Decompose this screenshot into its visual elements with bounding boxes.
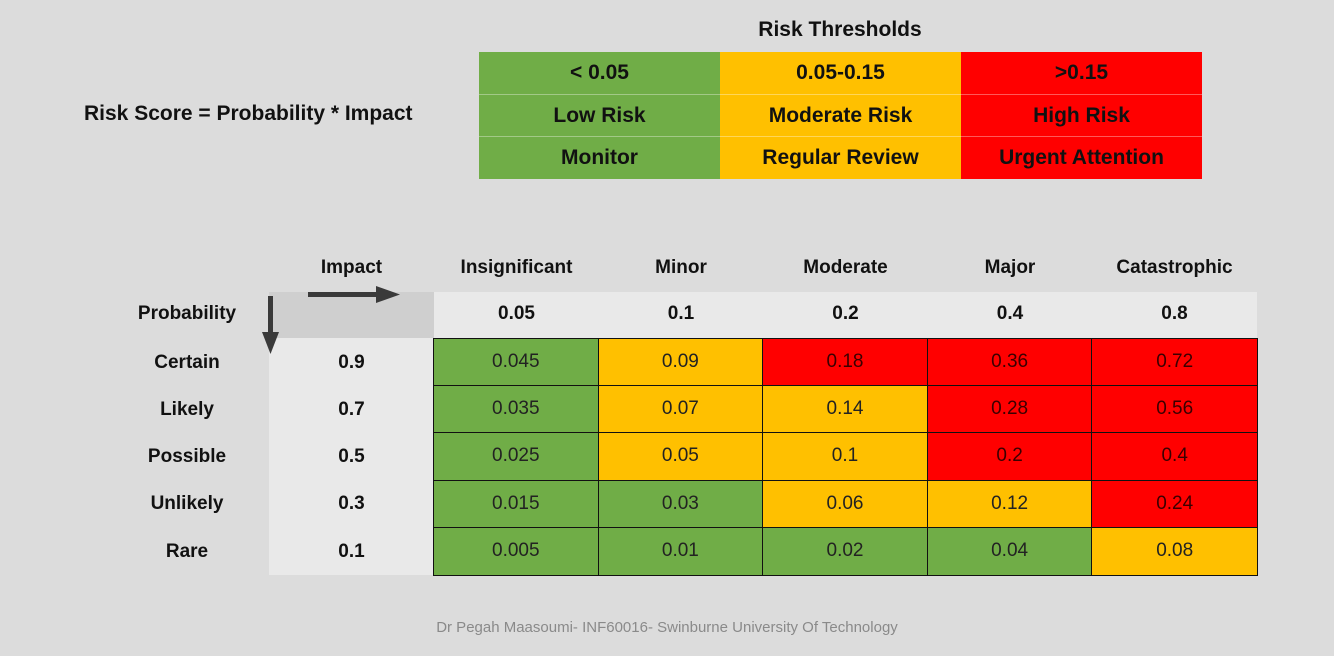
matrix-cell: 0.28 — [927, 386, 1093, 434]
impact-value-moderate: 0.2 — [832, 303, 859, 324]
impact-header-moderate: Moderate — [803, 257, 888, 278]
impact-header-major: Major — [984, 257, 1036, 278]
impact-value-insignificant: 0.05 — [498, 303, 535, 324]
matrix-cell: 0.005 — [434, 527, 599, 575]
impact-value-major: 0.4 — [996, 303, 1024, 324]
matrix-cell: 0.07 — [598, 386, 764, 434]
matrix-cell: 0.56 — [1092, 386, 1257, 434]
probability-axis-label: Probability — [137, 303, 237, 324]
matrix-cell: 0.05 — [598, 433, 764, 481]
matrix-cell: 0.06 — [763, 480, 928, 528]
matrix-cell: 0.36 — [927, 339, 1093, 387]
risk-matrix: 0.045 0.09 0.18 0.36 0.72 0.035 0.07 0.14 0.28 0.… — [433, 338, 1258, 576]
row-label-rare: Rare — [165, 540, 209, 562]
row-label-likely: Likely — [160, 398, 214, 420]
matrix-cell: 0.04 — [927, 527, 1093, 575]
threshold-low-range: < 0.05 — [479, 52, 720, 95]
matrix-cell: 0.4 — [1092, 433, 1257, 481]
matrix-cell: 0.02 — [763, 527, 928, 575]
matrix-cell: 0.09 — [598, 339, 764, 387]
impact-header-catastrophic: Catastrophic — [1116, 257, 1233, 278]
threshold-high-range: >0.15 — [961, 52, 1202, 95]
matrix-cell: 0.035 — [434, 386, 599, 434]
matrix-cell: 0.01 — [598, 527, 764, 575]
threshold-moderate-level: Moderate Risk — [720, 95, 961, 137]
matrix-cell: 0.025 — [434, 433, 599, 481]
threshold-low-action: Monitor — [479, 137, 720, 179]
probability-direction-arrow-icon — [262, 296, 279, 354]
impact-header-minor: Minor — [655, 257, 707, 278]
threshold-high-level: High Risk — [961, 95, 1202, 137]
matrix-cell: 0.2 — [927, 433, 1093, 481]
row-label-possible: Possible — [147, 445, 227, 467]
matrix-cell: 0.045 — [434, 339, 599, 387]
matrix-cell: 0.24 — [1092, 480, 1257, 528]
row-prob-likely: 0.7 — [338, 398, 365, 420]
footer-credit: Dr Pegah Maasoumi- INF60016- Swinburne U… — [436, 619, 898, 636]
impact-axis-label: Impact — [320, 257, 383, 278]
matrix-cell: 0.08 — [1092, 527, 1257, 575]
row-prob-certain: 0.9 — [338, 351, 365, 373]
thresholds-table: < 0.05 0.05-0.15 >0.15 Low Risk Moderate… — [479, 52, 1202, 179]
risk-formula: Risk Score = Probability * Impact — [84, 102, 413, 125]
threshold-moderate-action: Regular Review — [720, 137, 961, 179]
thresholds-title: Risk Thresholds — [758, 18, 922, 41]
matrix-cell: 0.015 — [434, 480, 599, 528]
matrix-cell: 0.12 — [927, 480, 1093, 528]
threshold-high-action: Urgent Attention — [961, 137, 1202, 179]
impact-value-catastrophic: 0.8 — [1161, 303, 1188, 324]
matrix-corner — [269, 292, 434, 338]
matrix-cell: 0.14 — [763, 386, 928, 434]
threshold-low-level: Low Risk — [479, 95, 720, 137]
impact-values-row — [434, 292, 1257, 338]
matrix-cell: 0.72 — [1092, 339, 1257, 387]
impact-value-minor: 0.1 — [667, 303, 695, 324]
row-prob-rare: 0.1 — [338, 540, 365, 562]
impact-direction-arrow-icon — [308, 286, 400, 303]
matrix-cell: 0.03 — [598, 480, 764, 528]
threshold-moderate-range: 0.05-0.15 — [720, 52, 961, 95]
impact-header-insignificant: Insignificant — [460, 257, 573, 278]
row-label-certain: Certain — [154, 351, 220, 373]
row-prob-possible: 0.5 — [338, 445, 365, 467]
row-label-unlikely: Unlikely — [150, 492, 224, 514]
probability-values-column — [269, 338, 434, 575]
matrix-cell: 0.1 — [763, 433, 928, 481]
matrix-cell: 0.18 — [763, 339, 928, 387]
row-prob-unlikely: 0.3 — [338, 492, 365, 514]
